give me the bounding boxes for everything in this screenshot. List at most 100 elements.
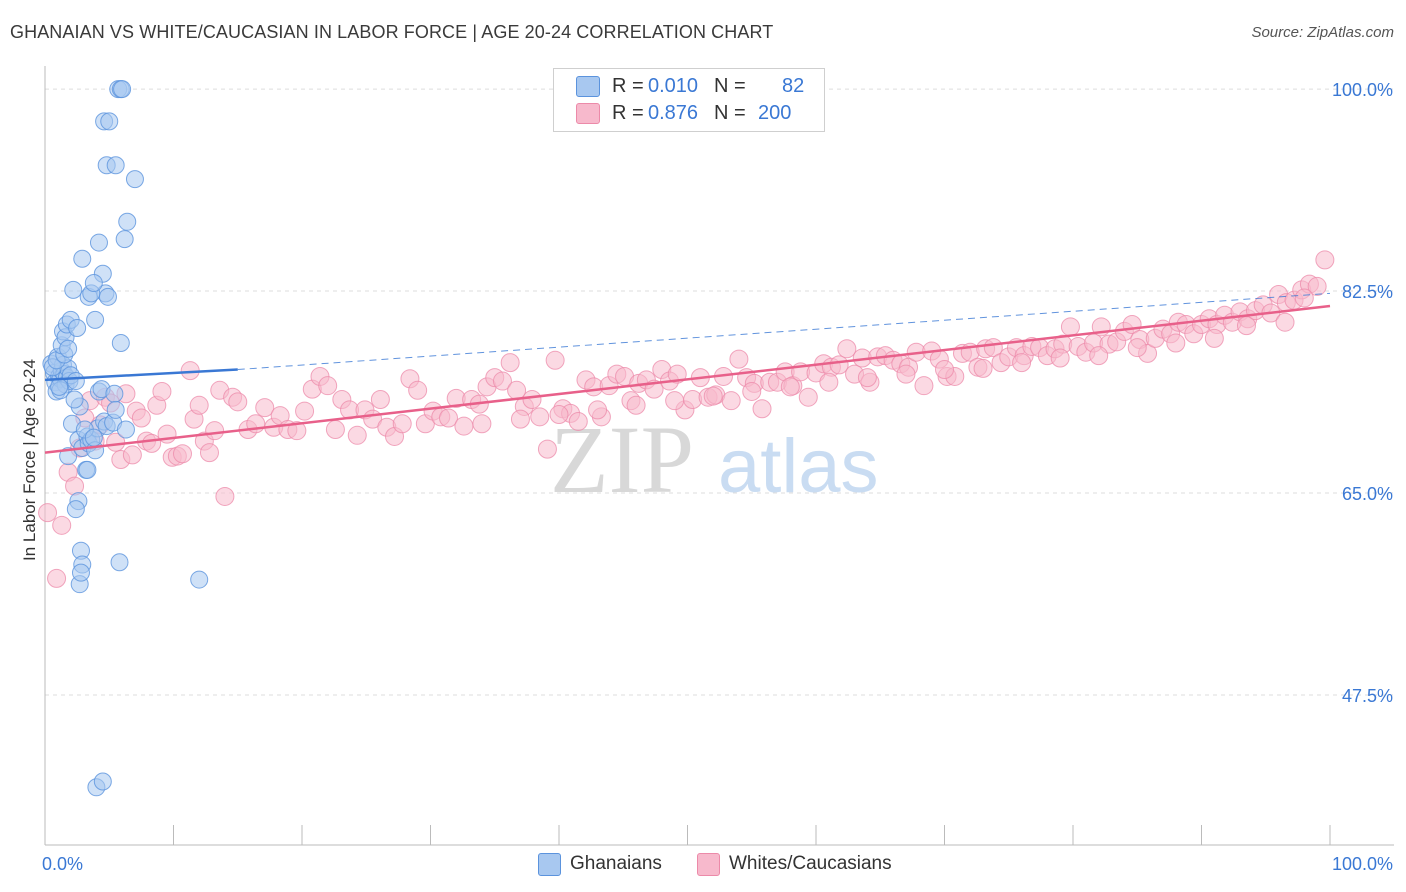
data-point-whites bbox=[665, 391, 685, 411]
data-point-ghanaians bbox=[106, 156, 125, 175]
y-tick-label: 47.5% bbox=[1342, 686, 1393, 706]
whites-caucasians-points bbox=[38, 250, 1335, 588]
data-point-whites bbox=[1050, 348, 1070, 368]
data-point-ghanaians bbox=[68, 318, 87, 337]
data-point-whites bbox=[914, 376, 934, 396]
legend-row-whites: R = 0.876 N = 200 bbox=[554, 100, 824, 127]
data-point-ghanaians bbox=[59, 339, 78, 358]
data-point-whites bbox=[492, 371, 512, 391]
data-point-whites bbox=[973, 358, 993, 378]
data-point-whites bbox=[1307, 276, 1327, 296]
data-point-whites bbox=[1060, 317, 1080, 337]
data-point-whites bbox=[325, 420, 345, 440]
data-point-whites bbox=[1012, 353, 1032, 373]
data-point-ghanaians bbox=[98, 287, 117, 306]
data-point-whites bbox=[131, 408, 151, 428]
data-point-ghanaians bbox=[65, 390, 84, 409]
data-point-whites bbox=[729, 349, 749, 369]
data-point-whites bbox=[935, 360, 954, 380]
data-point-whites bbox=[819, 372, 839, 392]
data-point-whites bbox=[530, 407, 550, 427]
data-point-whites bbox=[1127, 338, 1147, 358]
data-point-whites bbox=[545, 350, 565, 370]
trend-line-ghanaians-extended bbox=[237, 292, 1331, 371]
data-point-whites bbox=[752, 399, 772, 419]
legend-swatch-ghanaians bbox=[576, 76, 600, 97]
data-point-ghanaians bbox=[111, 333, 130, 352]
data-point-whites bbox=[347, 425, 367, 445]
data-point-whites bbox=[205, 421, 225, 441]
data-point-ghanaians bbox=[105, 384, 124, 403]
data-point-whites bbox=[522, 390, 542, 410]
data-point-ghanaians bbox=[84, 428, 103, 447]
data-point-whites bbox=[721, 391, 741, 411]
data-point-whites bbox=[537, 439, 557, 459]
data-point-whites bbox=[568, 411, 588, 431]
data-point-ghanaians bbox=[86, 310, 105, 329]
data-point-whites bbox=[408, 380, 428, 400]
data-point-whites bbox=[106, 432, 126, 452]
data-point-ghanaians bbox=[50, 377, 69, 396]
data-point-whites bbox=[47, 568, 67, 588]
legend-swatch-ghanaians bbox=[538, 853, 561, 876]
n-label: N = bbox=[714, 75, 746, 97]
legend-label: Whites/Caucasians bbox=[729, 853, 892, 874]
data-point-whites bbox=[626, 395, 646, 415]
data-point-whites bbox=[500, 353, 520, 373]
data-point-whites bbox=[472, 414, 492, 434]
data-point-whites bbox=[703, 386, 723, 406]
trend-line-whites bbox=[44, 304, 1331, 454]
data-point-whites bbox=[370, 390, 390, 410]
data-point-whites bbox=[65, 476, 85, 496]
data-point-ghanaians bbox=[115, 230, 134, 249]
data-point-ghanaians bbox=[190, 570, 209, 589]
data-point-whites bbox=[454, 416, 474, 436]
y-tick-label: 65.0% bbox=[1342, 484, 1393, 504]
data-point-ghanaians bbox=[59, 447, 78, 466]
data-point-whites bbox=[896, 364, 916, 384]
x-tick-label: 0.0% bbox=[42, 854, 83, 874]
data-point-whites bbox=[510, 409, 530, 429]
data-point-ghanaians bbox=[110, 553, 129, 572]
data-point-whites bbox=[287, 421, 307, 441]
data-point-whites bbox=[52, 515, 72, 535]
data-point-whites bbox=[295, 401, 315, 421]
data-point-ghanaians bbox=[89, 233, 108, 252]
data-point-whites bbox=[1294, 288, 1314, 308]
r-value: 0.876 bbox=[648, 102, 699, 124]
data-point-whites bbox=[588, 400, 608, 420]
trend-line-ghanaians bbox=[44, 368, 238, 382]
data-point-ghanaians bbox=[73, 249, 92, 268]
data-point-whites bbox=[1315, 250, 1335, 270]
data-point-whites bbox=[837, 339, 857, 359]
data-point-ghanaians bbox=[64, 280, 83, 299]
data-point-whites bbox=[549, 405, 569, 425]
data-point-whites bbox=[1089, 346, 1109, 366]
data-point-whites bbox=[1236, 316, 1256, 336]
data-point-whites bbox=[780, 377, 800, 397]
data-point-ghanaians bbox=[118, 212, 137, 231]
n-value: 200 bbox=[758, 102, 792, 124]
legend-swatch-whites bbox=[576, 103, 600, 124]
data-point-whites bbox=[189, 395, 209, 415]
chart-title: GHANAIAN VS WHITE/CAUCASIAN IN LABOR FOR… bbox=[10, 22, 774, 42]
data-point-ghanaians bbox=[93, 772, 112, 791]
tick-labels: 47.5% 65.0% 82.5% 100.0% 0.0% 100.0% bbox=[42, 80, 1393, 874]
data-point-whites bbox=[318, 376, 338, 396]
data-point-whites bbox=[228, 392, 248, 412]
data-point-whites bbox=[798, 387, 818, 407]
data-point-ghanaians bbox=[66, 500, 85, 519]
data-point-whites bbox=[255, 398, 275, 418]
n-label: N = bbox=[714, 102, 746, 124]
y-tick-label: 100.0% bbox=[1332, 80, 1393, 100]
data-point-ghanaians bbox=[116, 420, 135, 439]
data-point-whites bbox=[392, 414, 412, 434]
data-point-whites bbox=[857, 368, 877, 388]
data-point-whites bbox=[122, 445, 142, 465]
r-label: R = bbox=[612, 102, 644, 124]
data-point-ghanaians bbox=[125, 170, 144, 189]
data-point-whites bbox=[1275, 312, 1295, 332]
data-point-whites bbox=[215, 486, 235, 506]
watermark-atlas: atlas bbox=[718, 424, 879, 509]
